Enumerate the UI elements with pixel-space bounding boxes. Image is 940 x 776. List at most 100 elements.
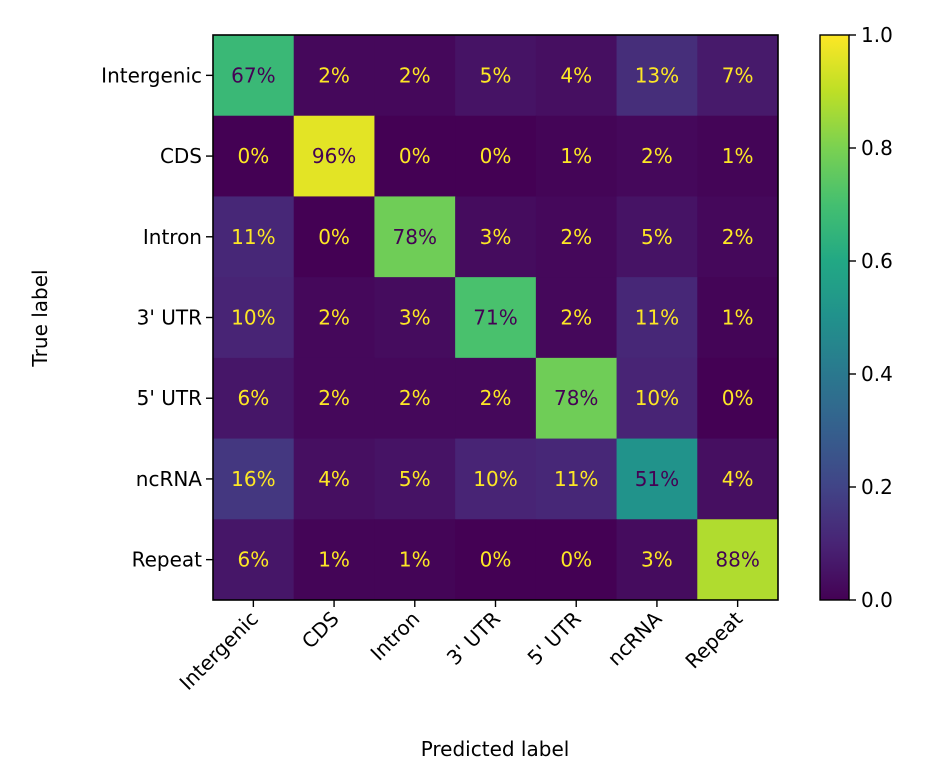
heatmap-cell xyxy=(213,115,295,197)
heatmap-cells xyxy=(213,35,779,601)
y-tick-label: Intron xyxy=(143,225,202,249)
heatmap-cell xyxy=(374,438,456,520)
heatmap-cell-labels: 67% 2% 2% 5% 4% 13% 7% 0% 96% 0% 0% 1% 2% 1% 11% 0% 78% 3… xyxy=(231,63,760,571)
heatmap-cell xyxy=(374,115,456,197)
x-tick-label: Intergenic xyxy=(175,607,263,695)
colorbar-tick-label: 0.0 xyxy=(861,588,893,612)
cell-value-label: 4% xyxy=(560,63,592,87)
heatmap-cell xyxy=(616,438,698,520)
heatmap-cell xyxy=(374,277,456,359)
heatmap-cell xyxy=(455,196,537,278)
cell-value-label: 11% xyxy=(231,225,275,249)
cell-value-label: 67% xyxy=(231,63,275,87)
y-tick-label: ncRNA xyxy=(136,467,203,491)
cell-value-label: 7% xyxy=(722,63,754,87)
heatmap-cell xyxy=(697,115,779,197)
heatmap-cell xyxy=(213,357,295,440)
heatmap-cell xyxy=(616,519,698,601)
cell-value-label: 78% xyxy=(393,225,437,249)
x-axis-ticks: Intergenic CDS Intron 3' UTR 5' UTR ncRNA Repe… xyxy=(175,600,747,695)
cell-value-label: 1% xyxy=(560,144,592,168)
heatmap-cell xyxy=(455,115,537,197)
colorbar-tick-label: 0.8 xyxy=(861,136,893,160)
x-tick-label: ncRNA xyxy=(603,606,667,670)
x-tick-label: CDS xyxy=(297,607,344,654)
cell-value-label: 2% xyxy=(560,306,592,330)
cell-value-label: 4% xyxy=(722,467,754,491)
heatmap-cell xyxy=(455,438,537,520)
x-tick-label: Intron xyxy=(366,607,425,666)
heatmap-cell xyxy=(535,115,618,197)
heatmap-cell xyxy=(616,357,698,440)
heatmap-cell xyxy=(535,35,618,117)
y-tick-label: CDS xyxy=(160,144,202,168)
cell-value-label: 2% xyxy=(722,225,754,249)
cell-value-label: 96% xyxy=(312,144,356,168)
cell-value-label: 0% xyxy=(560,548,592,572)
cell-value-label: 10% xyxy=(635,386,679,410)
cell-value-label: 1% xyxy=(318,548,350,572)
cell-value-label: 2% xyxy=(560,225,592,249)
cell-value-label: 0% xyxy=(480,144,512,168)
cell-value-label: 4% xyxy=(318,467,350,491)
cell-value-label: 2% xyxy=(318,306,350,330)
heatmap-cell xyxy=(374,519,456,601)
heatmap-cell xyxy=(616,196,698,278)
x-tick-label: 3' UTR xyxy=(442,607,505,670)
cell-value-label: 11% xyxy=(635,306,679,330)
cell-value-label: 5% xyxy=(399,467,431,491)
heatmap-cell xyxy=(293,438,375,520)
cell-value-label: 1% xyxy=(722,306,754,330)
heatmap-cell xyxy=(455,519,537,601)
heatmap-cell xyxy=(374,196,456,278)
heatmap-cell xyxy=(697,519,779,601)
cell-value-label: 51% xyxy=(635,467,679,491)
heatmap-cell xyxy=(535,277,618,359)
cell-value-label: 3% xyxy=(641,548,673,572)
heatmap-cell xyxy=(213,438,295,520)
cell-value-label: 6% xyxy=(237,386,269,410)
x-tick-label: Repeat xyxy=(680,606,747,673)
colorbar-tick-label: 0.6 xyxy=(861,249,893,273)
heatmap-cell xyxy=(213,519,295,601)
y-axis-ticks: Intergenic CDS Intron 3' UTR 5' UTR ncRNA Repe… xyxy=(101,63,213,572)
heatmap-cell xyxy=(535,357,618,440)
heatmap-cell xyxy=(455,357,537,440)
cell-value-label: 3% xyxy=(399,306,431,330)
cell-value-label: 16% xyxy=(231,467,275,491)
heatmap-cell xyxy=(213,277,295,359)
cell-value-label: 0% xyxy=(722,386,754,410)
y-tick-label: Intergenic xyxy=(101,63,202,87)
heatmap-cell xyxy=(697,196,779,278)
heatmap-cell xyxy=(293,196,375,278)
heatmap-cell xyxy=(293,357,375,440)
cell-value-label: 11% xyxy=(554,467,598,491)
colorbar-ticks: 0.0 0.2 0.4 0.6 0.8 1.0 xyxy=(849,23,893,612)
cell-value-label: 71% xyxy=(473,306,517,330)
heatmap-cell xyxy=(293,519,375,601)
heatmap-cell xyxy=(697,357,779,440)
y-tick-label: 3' UTR xyxy=(137,306,202,330)
cell-value-label: 78% xyxy=(554,386,598,410)
heatmap-cell xyxy=(697,277,779,359)
cell-value-label: 2% xyxy=(318,63,350,87)
heatmap-cell xyxy=(616,277,698,359)
colorbar-tick-label: 0.4 xyxy=(861,362,893,386)
cell-value-label: 3% xyxy=(480,225,512,249)
heatmap-cell xyxy=(293,115,375,197)
colorbar-tick-label: 0.2 xyxy=(861,475,893,499)
x-axis-label: Predicted label xyxy=(421,737,570,761)
heatmap-cell xyxy=(535,196,618,278)
y-tick-label: 5' UTR xyxy=(137,386,202,410)
colorbar-tick-label: 1.0 xyxy=(861,23,893,47)
cell-value-label: 2% xyxy=(480,386,512,410)
cell-value-label: 0% xyxy=(399,144,431,168)
x-tick-label: 5' UTR xyxy=(523,607,586,670)
cell-value-label: 1% xyxy=(722,144,754,168)
heatmap-cell xyxy=(455,35,537,117)
cell-value-label: 2% xyxy=(399,63,431,87)
cell-value-label: 0% xyxy=(318,225,350,249)
cell-value-label: 88% xyxy=(715,548,759,572)
heatmap-cell xyxy=(213,196,295,278)
heatmap-cell xyxy=(213,35,295,117)
